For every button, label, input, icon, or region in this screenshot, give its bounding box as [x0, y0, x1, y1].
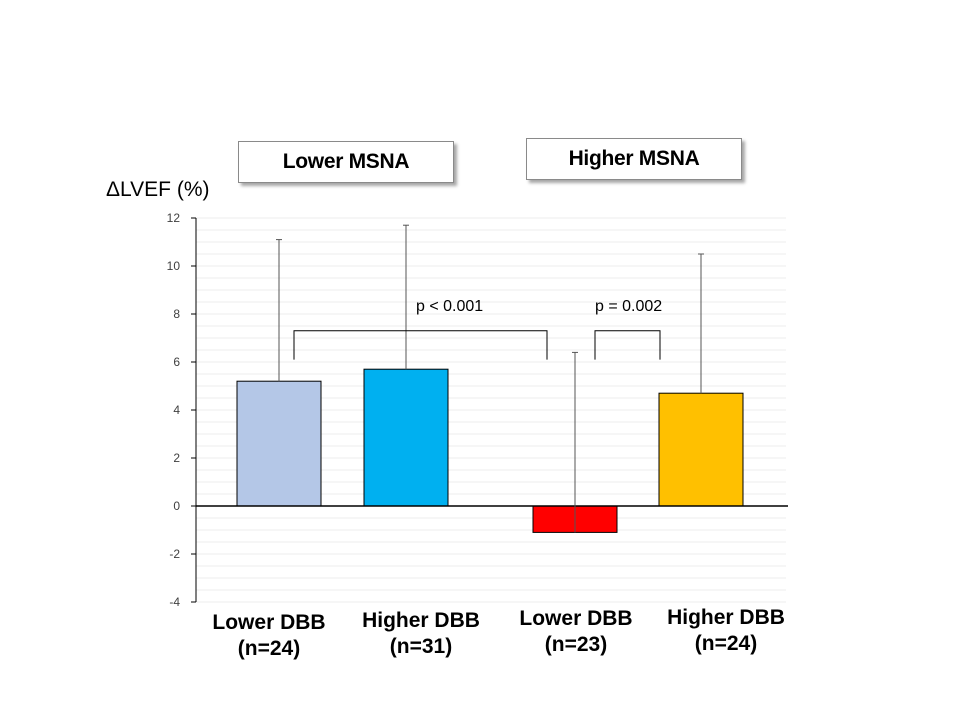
category-label-0-line1: Lower DBB	[212, 611, 326, 634]
category-label-3-line1: Higher DBB	[667, 606, 785, 629]
y-axis-label: ΔLVEF (%)	[106, 178, 210, 201]
category-label-3: Higher DBB (n=24)	[651, 605, 801, 657]
significance-bracket	[293, 330, 548, 360]
y-tick-label: 0	[173, 499, 180, 513]
category-label-3-line2: (n=24)	[694, 632, 758, 655]
group-label-lower-msna: Lower MSNA	[238, 141, 454, 183]
y-tick-label: 10	[167, 259, 181, 273]
category-label-2-line1: Lower DBB	[519, 607, 633, 630]
category-label-2: Lower DBB (n=23)	[501, 606, 651, 658]
bar	[363, 368, 449, 507]
group-label-higher-msna: Higher MSNA	[526, 138, 742, 180]
category-label-2-line2: (n=23)	[544, 633, 608, 656]
category-label-1-line1: Higher DBB	[362, 609, 480, 632]
significance-label: p < 0.001	[416, 298, 483, 315]
significance-bracket	[594, 330, 661, 360]
bar	[658, 392, 744, 507]
category-label-0: Lower DBB (n=24)	[194, 610, 344, 662]
category-label-1-line2: (n=31)	[389, 635, 453, 658]
significance-label: p = 0.002	[595, 298, 662, 315]
y-tick-label: 2	[173, 451, 180, 465]
y-tick-label: 6	[173, 355, 180, 369]
bar	[236, 380, 322, 507]
y-tick-label: -4	[169, 595, 180, 609]
y-tick-label: -2	[169, 547, 180, 561]
y-tick-label: 4	[173, 403, 180, 417]
category-label-1: Higher DBB (n=31)	[346, 608, 496, 660]
y-tick-label: 12	[167, 211, 181, 225]
y-tick-label: 8	[173, 307, 180, 321]
category-label-0-line2: (n=24)	[237, 637, 301, 660]
